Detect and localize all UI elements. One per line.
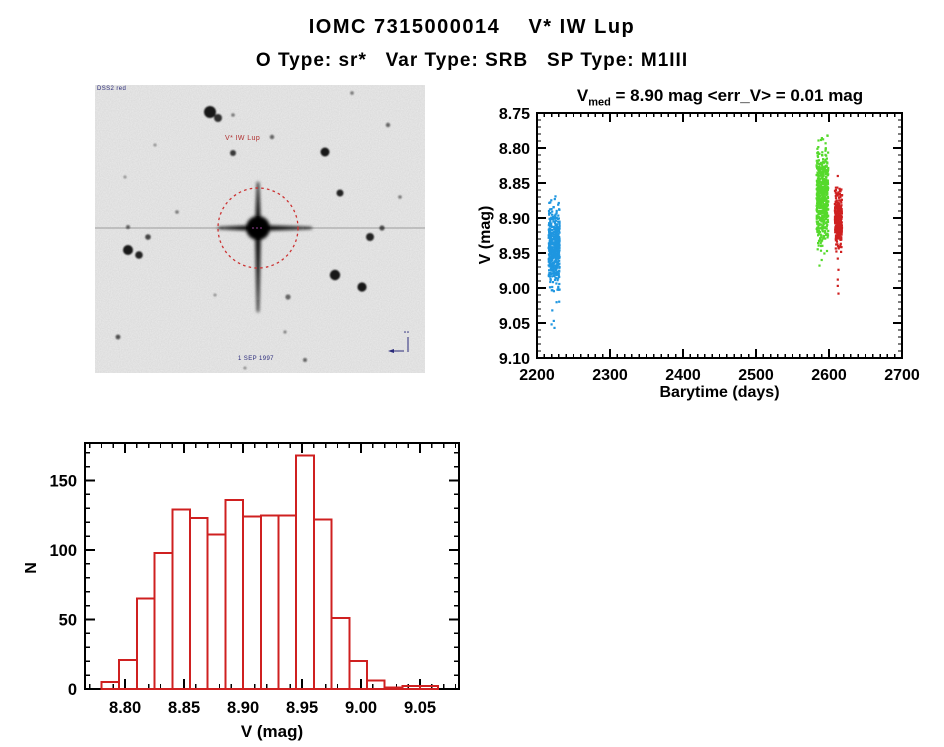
svg-text:9.05: 9.05: [499, 316, 530, 333]
svg-text:9.05: 9.05: [404, 699, 436, 717]
finder-target-label: V* IW Lup: [225, 135, 261, 142]
svg-text:8.75: 8.75: [499, 106, 530, 123]
central-star: [218, 182, 312, 312]
svg-text:8.95: 8.95: [286, 699, 318, 717]
lightcurve-title-subscript: med: [588, 96, 611, 109]
lightcurve-axes: [536, 112, 903, 359]
histogram-axes: [84, 442, 460, 690]
svg-text:2400: 2400: [665, 367, 701, 384]
svg-text:9.00: 9.00: [345, 699, 377, 717]
finder-chart: DSS2 red V* IW Lup 1 SEP 1997: [95, 85, 425, 373]
page-subtitle: O Type: sr* Var Type: SRB SP Type: M1III: [255, 50, 689, 71]
lightcurve-title-rest: = 8.90 mag <err_V> = 0.01 mag: [610, 86, 864, 105]
svg-text:9.00: 9.00: [499, 281, 530, 298]
points-epoch-1-blue: [547, 195, 561, 329]
lightcurve-points: [547, 134, 844, 329]
svg-text:8.85: 8.85: [499, 176, 530, 193]
field-stars: [115, 91, 402, 370]
svg-text:100: 100: [49, 542, 77, 560]
compass-marks: [388, 331, 409, 353]
svg-text:8.80: 8.80: [499, 141, 530, 158]
svg-text:8.90: 8.90: [227, 699, 259, 717]
lightcurve-xlabel: Barytime (days): [659, 384, 780, 401]
svg-text:150: 150: [49, 473, 77, 491]
svg-text:2500: 2500: [738, 367, 774, 384]
histogram-tick-labels: 8.80 8.85 8.90 8.95 9.00 9.05 0 50 100 150: [49, 473, 436, 717]
points-epoch-2-green: [815, 134, 830, 267]
svg-text:2700: 2700: [884, 367, 920, 384]
histogram-xlabel: V (mag): [240, 722, 304, 741]
svg-text:50: 50: [59, 612, 77, 630]
page-title: IOMC 7315000014 V* IW Lup: [308, 16, 636, 38]
target-circle: [217, 187, 299, 269]
svg-text:2200: 2200: [519, 367, 555, 384]
svg-text:8.80: 8.80: [109, 699, 141, 717]
lightcurve-plot: 2200 2300 2400 2500 2600 2700 8.75 8.80 8.85 8.90…: [499, 106, 920, 384]
lightcurve-title-base: V: [576, 86, 589, 105]
histogram-bars: [100, 454, 439, 691]
svg-text:8.85: 8.85: [168, 699, 200, 717]
lightcurve-tick-labels: 2200 2300 2400 2500 2600 2700 8.75 8.80 8.85 8.90…: [499, 106, 920, 384]
svg-text:8.90: 8.90: [499, 211, 530, 228]
points-epoch-3-red: [833, 174, 844, 295]
finder-survey-label: DSS2 red: [97, 86, 127, 92]
finder-chart-image: [95, 85, 425, 373]
histogram-ylabel: N: [23, 562, 40, 574]
svg-text:2300: 2300: [592, 367, 628, 384]
finder-date-label: 1 SEP 1997: [238, 356, 274, 362]
svg-text:9.10: 9.10: [499, 351, 530, 368]
svg-text:0: 0: [68, 681, 77, 699]
lightcurve-title: Vmed = 8.90 mag <err_V> = 0.01 mag: [505, 86, 935, 108]
lightcurve-ylabel: V (mag): [477, 205, 494, 265]
svg-text:2600: 2600: [811, 367, 847, 384]
svg-text:8.95: 8.95: [499, 246, 530, 263]
histogram-plot: 8.80 8.85 8.90 8.95 9.00 9.05 0 50 100 150: [49, 442, 460, 717]
